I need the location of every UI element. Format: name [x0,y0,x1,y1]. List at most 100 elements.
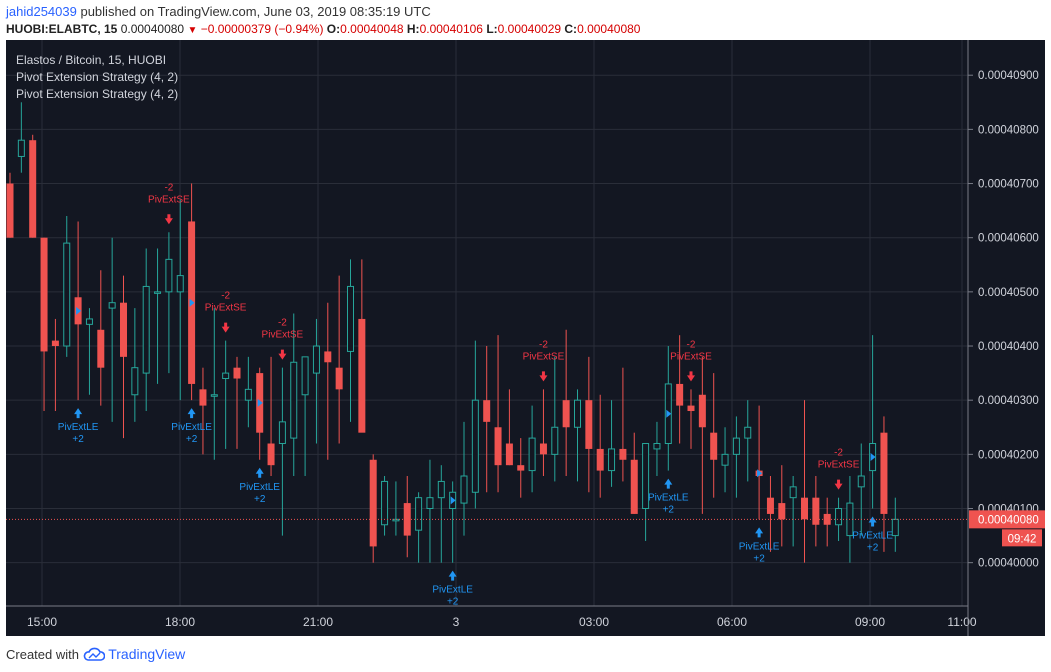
candle-body [17,139,25,157]
long-signal-qty: +2 [186,434,198,445]
candle-body [97,329,105,368]
candle-body [574,399,581,428]
candle-body [233,367,241,379]
chart-area[interactable]: PivExtLE +2 PivExtLE +2 PivExtLE +2 PivExtLE +2… [6,40,1045,636]
candle-body [6,183,14,238]
candle [755,405,763,520]
open-value: 0.00040048 [340,22,404,36]
candle [437,465,445,563]
short-signal-qty: -2 [687,339,696,350]
long-signal-label: PivExtLE [171,422,212,433]
candle-body [403,503,411,536]
up-arrow-icon [755,527,764,538]
candle [449,481,457,563]
candle [222,340,230,449]
candle-body [85,318,93,325]
y-tick-label: 0.00040600 [978,233,1039,245]
candle [642,443,650,542]
legend-symbol: Elastos / Bitcoin, 15, HUOBI [16,53,167,67]
x-tick-label: 11:00 [947,615,976,629]
candle [312,318,320,444]
candle [120,275,127,439]
short-signal-label: PivExtSE [148,194,190,205]
candle [562,329,570,477]
candle [301,356,309,477]
high-value: 0.00040106 [419,22,483,36]
candle-body [108,302,116,309]
candle [29,134,37,238]
candle-body [596,448,604,471]
candle-body [789,486,797,499]
candle [210,308,218,460]
y-tick-label: 0.00040700 [978,179,1039,191]
long-signal-qty: +2 [254,494,266,505]
tradingview-link[interactable]: TradingView [108,646,186,662]
close-value: 0.00040080 [577,22,641,36]
long-signal-qty: +2 [867,543,879,554]
candle [199,367,207,455]
short-signal-qty: -2 [221,291,230,302]
published-text: published on TradingView.com, June 03, 2… [76,4,431,19]
y-tick-label: 0.00040400 [978,341,1039,353]
x-tick-label: 06:00 [717,615,747,629]
candle-body [562,400,570,428]
candle [710,373,718,498]
candle-body [176,275,184,293]
short-signal-label: PivExtSE [262,330,304,341]
x-tick-label: 21:00 [303,615,333,629]
candle [347,259,354,422]
down-arrow-icon [221,322,230,333]
chart-legend: Elastos / Bitcoin, 15, HUOBI Pivot Exten… [16,52,178,103]
last-price: 0.00040080 [120,22,185,36]
candle [369,454,377,563]
short-signal-label: PivExtSE [523,351,565,362]
candle [131,308,139,422]
candle-body [857,475,865,488]
down-triangle-icon: ▼ [187,25,198,36]
candle-body [471,399,479,493]
candle-body [392,518,400,522]
short-signal-label: PivExtSE [670,351,712,362]
candle-body [290,361,298,439]
candle-body [199,389,207,406]
short-signal-qty: -2 [834,448,843,459]
long-signal-qty: +2 [753,553,765,564]
y-tick-label: 0.00040200 [978,449,1039,461]
candle [619,367,627,482]
candle [517,438,525,498]
candle-body [244,388,252,401]
legend-strategy-2[interactable]: Pivot Extension Strategy (4, 2) [16,87,179,101]
x-tick-label: 03:00 [579,615,609,629]
candle-body [585,400,593,449]
legend-strategy-1[interactable]: Pivot Extension Strategy (4, 2) [16,70,179,84]
candle-body [324,351,332,363]
candle [596,394,604,498]
candle [142,248,150,412]
symbol-ohlc-line: HUOBI:ELABTC, 15 0.00040080 ▼ −0.0000037… [6,22,640,36]
y-tick-label: 0.00040500 [978,287,1039,299]
low-value: 0.00040029 [497,22,562,36]
candle [403,476,411,558]
author-link[interactable]: jahid254039 [6,4,77,19]
candle [267,356,275,477]
candle [324,302,332,460]
long-signal-qty: +2 [447,597,459,608]
candle [801,400,808,563]
up-arrow-icon [664,478,673,489]
tradingview-cloud-icon [83,647,105,664]
candle-body [505,443,513,466]
candle-body [630,459,638,514]
candle-body [426,497,434,510]
close-label: C: [564,22,578,36]
price-label: 0.00040080 [978,514,1039,526]
candle [778,465,786,547]
entry-marker-icon [666,409,672,418]
long-signal-qty: +2 [72,434,84,445]
candle [744,400,752,482]
candle [97,270,105,406]
candle-body [165,258,173,293]
chart-canvas[interactable]: PivExtLE+2PivExtLE+2PivExtLE+2PivExtLE+2… [6,40,1045,636]
